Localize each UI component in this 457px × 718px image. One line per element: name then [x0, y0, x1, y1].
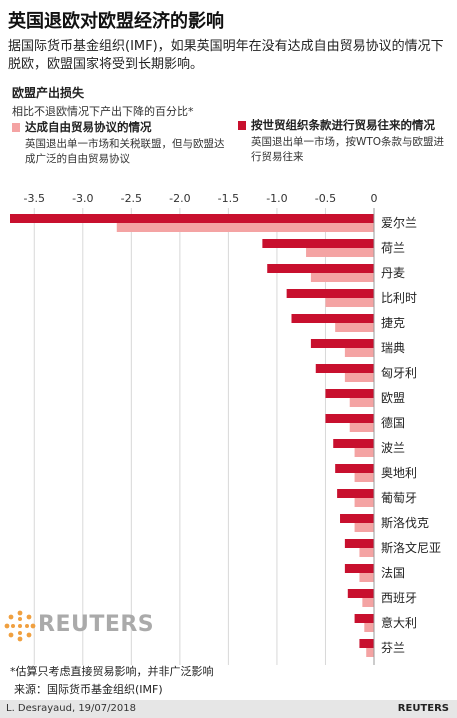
bar-fta — [116, 223, 375, 232]
bar-wto — [347, 589, 374, 598]
category-label: 瑞典 — [381, 341, 405, 355]
bar-wto — [267, 264, 374, 273]
category-label: 西班牙 — [381, 591, 417, 605]
legend-swatch-fta — [12, 123, 20, 132]
bar-fta — [362, 598, 374, 607]
bar-wto — [337, 489, 374, 498]
bar-wto — [335, 464, 374, 473]
bar-fta — [344, 348, 374, 357]
chart-note: 相比不退欧情况下产出下降的百分比* — [12, 105, 194, 118]
bar-wto — [354, 614, 374, 623]
bar-wto — [286, 289, 374, 298]
category-label: 捷克 — [381, 316, 405, 330]
category-label: 意大利 — [381, 615, 417, 630]
category-label: 法国 — [381, 566, 405, 580]
x-tick-label: -3.0 — [72, 192, 93, 205]
bar-fta — [344, 373, 374, 382]
x-tick-label: -3.5 — [24, 192, 45, 205]
category-label: 欧盟 — [381, 391, 405, 405]
category-label: 匈牙利 — [381, 366, 417, 380]
legend-title-wto: 按世贸组织条款进行贸易往来的情况 — [251, 118, 435, 132]
legend-desc-fta: 英国退出单一市场和关税联盟，但与欧盟达成广泛的自由贸易协议 — [25, 138, 225, 165]
legend-fta: 达成自由贸易协议的情况 英国退出单一市场和关税联盟，但与欧盟达成广泛的自由贸易协… — [12, 120, 227, 167]
x-tick-label: -2.5 — [121, 192, 142, 205]
category-label: 德国 — [381, 415, 405, 430]
category-label: 荷兰 — [381, 241, 405, 255]
bar-wto — [333, 439, 374, 448]
bar-fta — [354, 473, 374, 482]
reuters-watermark-text: REUTERS — [38, 612, 155, 637]
x-tick-label: -1.0 — [266, 192, 287, 205]
bar-fta — [354, 498, 374, 507]
bar-wto — [310, 339, 374, 348]
bar-wto — [315, 364, 374, 373]
x-tick-label: 0 — [371, 192, 378, 205]
legend-wto: 按世贸组织条款进行贸易往来的情况 英国退出单一市场，按WTO条款与欧盟进行贸易往… — [238, 118, 450, 165]
bar-fta — [366, 648, 374, 657]
bar-wto — [325, 414, 374, 423]
category-label: 芬兰 — [381, 641, 405, 655]
bar-fta — [306, 248, 374, 257]
bar-fta — [359, 548, 374, 557]
reuters-dots-icon — [4, 610, 36, 642]
bar-fta — [364, 623, 374, 632]
category-label: 丹麦 — [381, 266, 405, 280]
bar-wto — [340, 514, 374, 523]
bar-fta — [354, 523, 374, 532]
footer-bar: L. Desrayaud, 19/07/2018 REUTERS — [0, 700, 457, 718]
bar-wto — [359, 639, 374, 648]
category-label: 爱尔兰 — [381, 215, 417, 230]
category-label: 葡萄牙 — [381, 491, 417, 505]
credit-text: L. Desrayaud, 19/07/2018 — [6, 703, 136, 714]
bar-fta — [310, 273, 374, 282]
bar-wto — [10, 214, 374, 223]
legend-desc-wto: 英国退出单一市场，按WTO条款与欧盟进行贸易往来 — [251, 136, 445, 163]
bar-fta — [359, 573, 374, 582]
x-tick-label: -0.5 — [315, 192, 336, 205]
x-tick-label: -1.5 — [218, 192, 239, 205]
category-label: 波兰 — [381, 441, 405, 455]
chart-subhead: 欧盟产出损失 — [12, 86, 85, 100]
intro-text: 据国际货币基金组织(IMF)，如果英国明年在没有达成自由贸易协议的情况下脱欧，欧… — [8, 39, 444, 72]
bar-fta — [354, 448, 374, 457]
legend-swatch-wto — [238, 121, 246, 130]
bar-wto — [291, 314, 374, 323]
bar-wto — [262, 239, 374, 248]
page-title: 英国退欧对欧盟经济的影响 — [8, 11, 224, 32]
bar-chart: -3.5 -3.0 -2.5 -2.0 -1.5 -1.0 -0.5 0爱尔兰荷兰丹麦比利时捷… — [10, 192, 441, 665]
category-label: 奥地利 — [381, 466, 417, 480]
source-note: 来源：国际货币基金组织(IMF) — [14, 683, 163, 696]
category-label: 斯洛文尼亚 — [381, 540, 441, 555]
bar-wto — [344, 564, 374, 573]
bar-wto — [325, 389, 374, 398]
bar-fta — [335, 323, 374, 332]
x-tick-label: -2.0 — [169, 192, 190, 205]
category-label: 比利时 — [381, 291, 417, 305]
legend-title-fta: 达成自由贸易协议的情况 — [25, 120, 152, 134]
category-label: 斯洛伐克 — [381, 515, 429, 530]
bar-fta — [325, 298, 374, 307]
bar-wto — [344, 539, 374, 548]
footnote: *估算只考虑直接贸易影响，并非广泛影响 — [10, 665, 214, 678]
bar-fta — [349, 398, 374, 407]
bar-fta — [349, 423, 374, 432]
footer-brand: REUTERS — [397, 703, 449, 714]
reuters-watermark: REUTERS — [4, 610, 154, 642]
